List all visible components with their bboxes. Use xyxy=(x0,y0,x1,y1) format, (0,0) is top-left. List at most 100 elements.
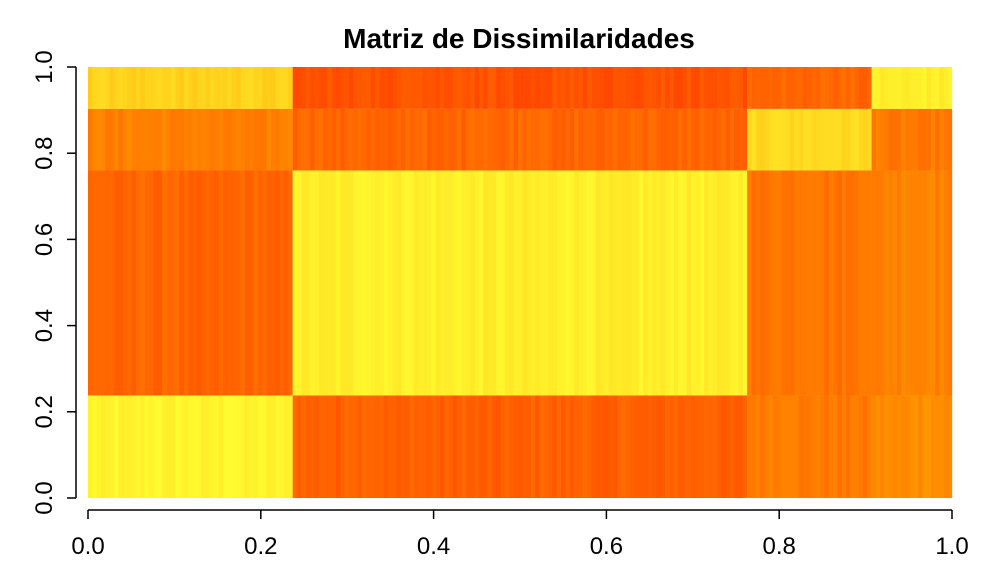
heatmap-cell-column xyxy=(284,170,289,396)
heatmap-cell-column xyxy=(114,108,119,171)
heatmap-cell-column xyxy=(630,67,635,109)
heatmap-cell-column xyxy=(867,395,872,498)
heatmap-cell-column xyxy=(262,395,267,498)
heatmap-cell-column xyxy=(643,67,648,109)
heatmap-cell-column xyxy=(526,108,532,171)
heatmap-cell-column xyxy=(647,170,653,396)
heatmap-cell-column xyxy=(742,108,748,171)
heatmap-cell-column xyxy=(656,395,661,498)
heatmap-cell-column xyxy=(660,170,666,396)
heatmap-cell-column xyxy=(162,170,167,396)
heatmap-cell-column xyxy=(565,67,571,109)
heatmap-cell-column xyxy=(828,170,834,396)
heatmap-cell-column xyxy=(209,67,215,109)
heatmap-cell-column xyxy=(135,67,141,109)
heatmap-cell-column xyxy=(288,108,294,171)
heatmap-cell-column xyxy=(574,170,579,396)
heatmap-cell-column xyxy=(798,170,804,396)
heatmap-cell-column xyxy=(647,67,653,109)
heatmap-cell-column xyxy=(301,108,307,171)
heatmap-cell-column xyxy=(738,108,744,171)
heatmap-cell-column xyxy=(422,108,428,171)
heatmap-cell-column xyxy=(301,170,307,396)
heatmap-cell-column xyxy=(535,108,540,171)
heatmap-cell-column xyxy=(192,170,198,396)
heatmap-cell-column xyxy=(366,395,371,498)
heatmap-cell-column xyxy=(513,108,519,171)
heatmap-cell-column xyxy=(400,67,406,109)
heatmap-cell-column xyxy=(435,170,441,396)
heatmap-cell-column xyxy=(196,170,202,396)
heatmap-cell-column xyxy=(858,395,864,498)
heatmap-cell-column xyxy=(448,170,454,396)
heatmap-cell-column xyxy=(703,395,709,498)
heatmap-cell-column xyxy=(413,67,419,109)
heatmap-cell-column xyxy=(318,170,324,396)
heatmap-cell-column xyxy=(409,395,415,498)
heatmap-cell-column xyxy=(244,395,250,498)
heatmap-cell-column xyxy=(340,108,346,171)
heatmap-cell-column xyxy=(118,170,124,396)
heatmap-cell-column xyxy=(357,170,363,396)
heatmap-cell-column xyxy=(362,395,367,498)
heatmap-cell-column xyxy=(504,395,510,498)
heatmap-cell-column xyxy=(431,170,436,396)
heatmap-cell-column xyxy=(837,67,842,109)
heatmap-cell-column xyxy=(892,395,898,498)
heatmap-cell-column xyxy=(854,170,860,396)
heatmap-cell-column xyxy=(362,108,367,171)
heatmap-cell-column xyxy=(884,108,889,171)
heatmap-cell-column xyxy=(569,108,575,171)
heatmap-cell-column xyxy=(275,395,280,498)
heatmap-cell-column xyxy=(310,170,315,396)
heatmap-cell-column xyxy=(127,67,132,109)
heatmap-cell-column xyxy=(764,395,769,498)
heatmap-cell-column xyxy=(682,108,687,171)
x-tick-label: 1.0 xyxy=(935,533,968,560)
heatmap-cell-column xyxy=(833,395,838,498)
heatmap-cell-column xyxy=(755,67,761,109)
heatmap-cell-column xyxy=(457,170,462,396)
heatmap-cell-column xyxy=(811,170,817,396)
heatmap-cell-column xyxy=(135,170,141,396)
heatmap-cell-column xyxy=(871,395,877,498)
heatmap-cell-column xyxy=(517,67,523,109)
heatmap-cell-column xyxy=(422,170,428,396)
heatmap-cell-column xyxy=(543,108,549,171)
heatmap-cell-column xyxy=(114,170,119,396)
heatmap-cell-column xyxy=(513,67,519,109)
heatmap-cell-column xyxy=(275,170,280,396)
heatmap-cell-column xyxy=(630,395,635,498)
heatmap-cell-column xyxy=(279,108,285,171)
heatmap-cell-column xyxy=(270,108,276,171)
heatmap-cell-column xyxy=(509,395,514,498)
heatmap-cell-column xyxy=(327,170,333,396)
heatmap-cell-column xyxy=(634,395,640,498)
heatmap-cell-column xyxy=(439,395,445,498)
heatmap-cell-column xyxy=(88,67,93,109)
heatmap-cell-column xyxy=(587,67,592,109)
heatmap-cell-column xyxy=(474,108,480,171)
heatmap-cell-column xyxy=(240,170,246,396)
heatmap-cell-column xyxy=(721,395,726,498)
heatmap-cell-column xyxy=(153,395,159,498)
heatmap-cell-column xyxy=(214,108,220,171)
heatmap-cell-column xyxy=(153,67,159,109)
y-tick-label: 0.4 xyxy=(31,309,58,342)
heatmap-cell-column xyxy=(135,395,141,498)
heatmap-cell-column xyxy=(517,170,523,396)
heatmap-cell-column xyxy=(396,67,402,109)
heatmap-cell-column xyxy=(244,67,250,109)
heatmap-cell-column xyxy=(686,108,692,171)
heatmap-cell-column xyxy=(939,395,944,498)
heatmap-cell-column xyxy=(639,67,644,109)
heatmap-cell-column xyxy=(109,170,115,396)
heatmap-cell-column xyxy=(444,67,449,109)
heatmap-block-r2-c1 xyxy=(292,108,748,171)
heatmap-cell-column xyxy=(897,67,902,109)
heatmap-cell-column xyxy=(595,170,601,396)
heatmap-cell-column xyxy=(807,395,812,498)
heatmap-cell-column xyxy=(943,108,949,171)
heatmap-cell-column xyxy=(457,67,462,109)
heatmap-cell-column xyxy=(639,170,644,396)
